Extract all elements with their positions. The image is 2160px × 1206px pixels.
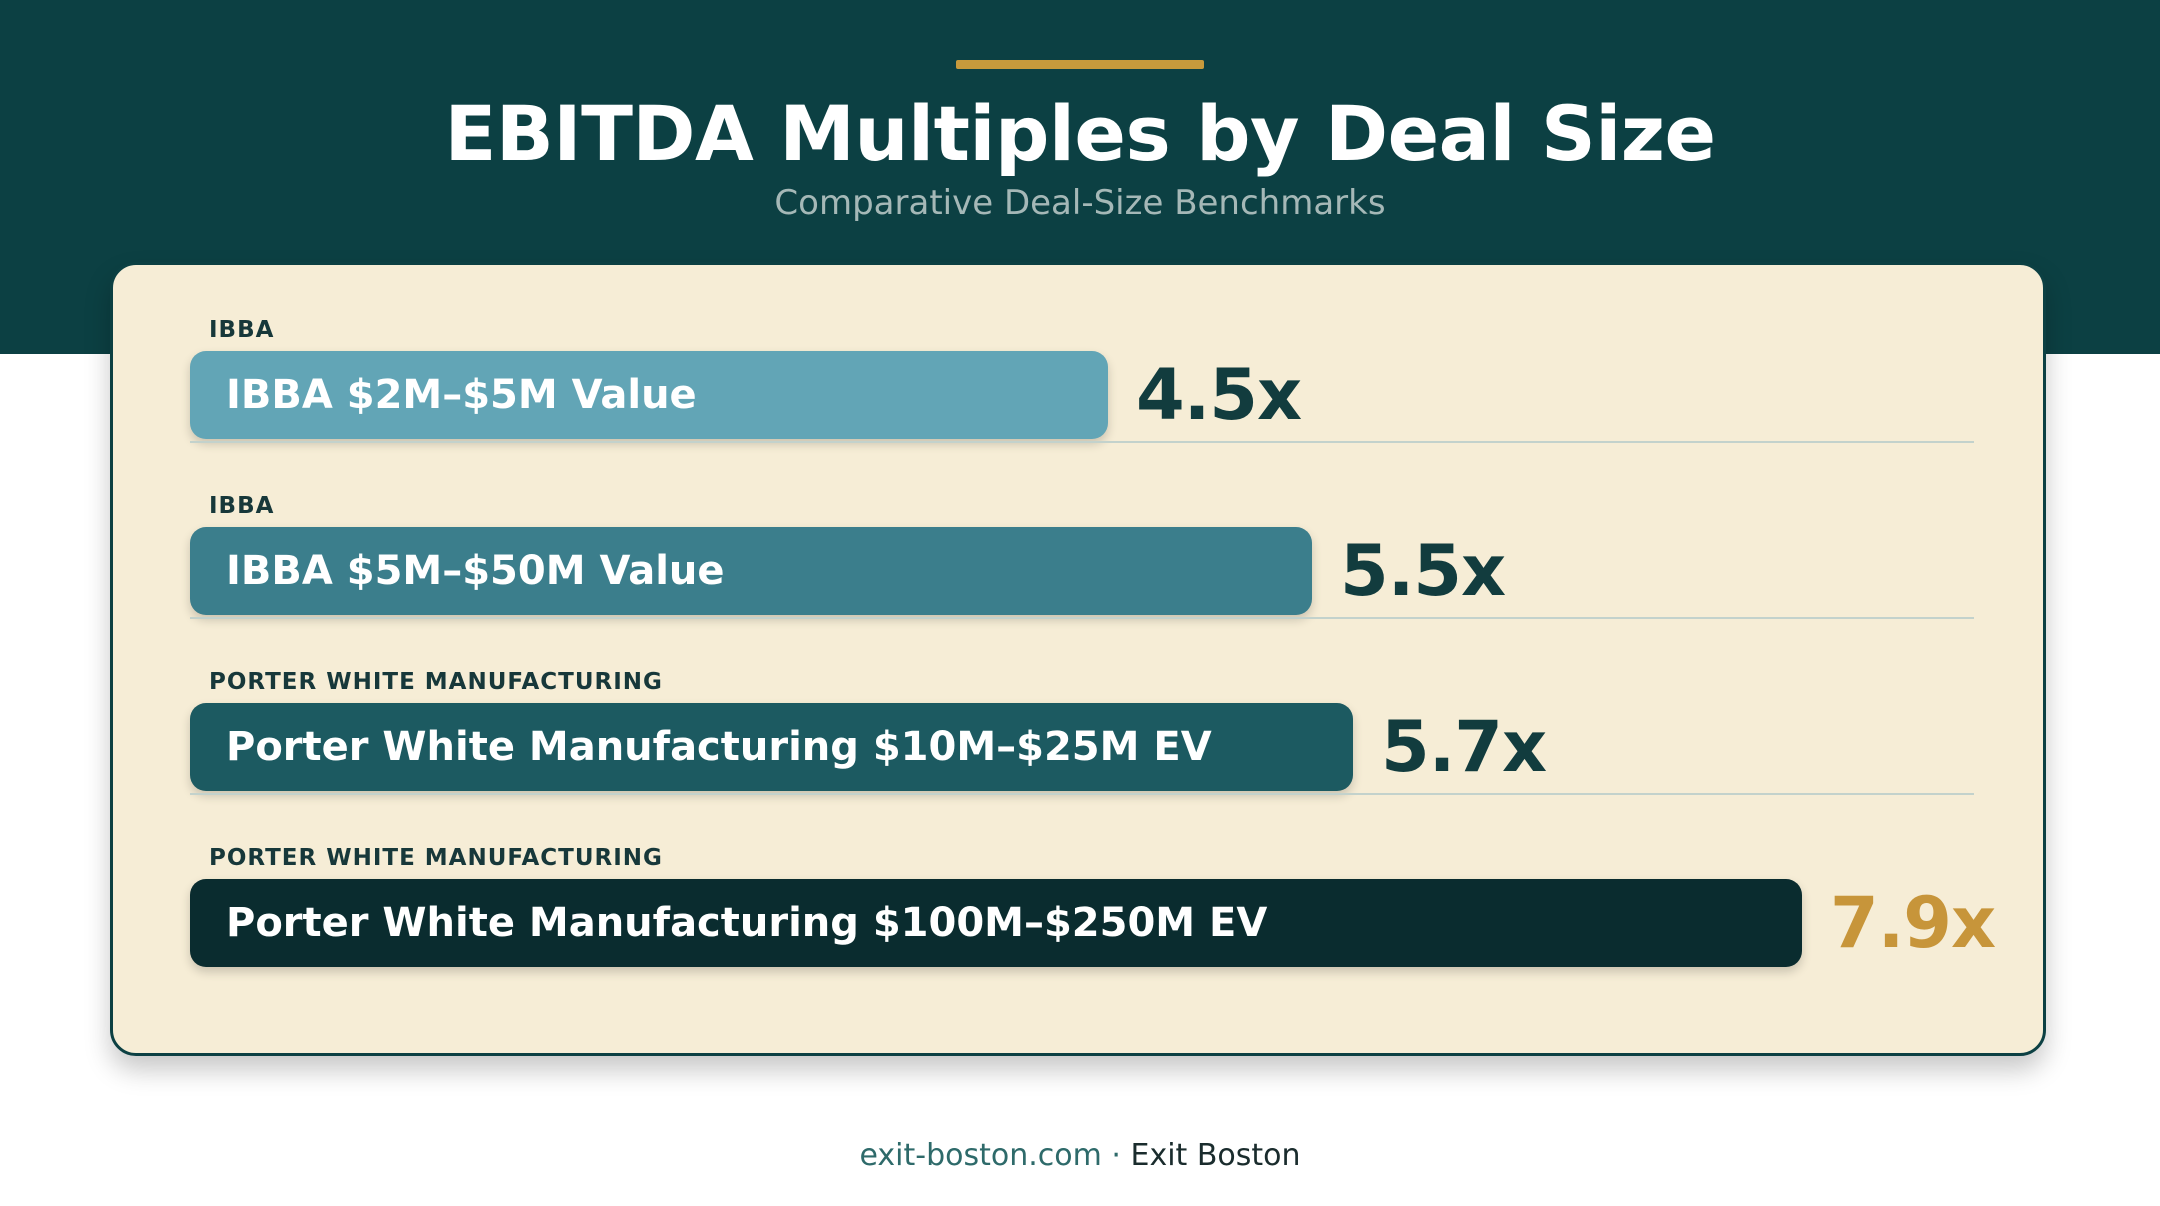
row-divider: [190, 617, 1974, 619]
footer-separator: ·: [1111, 1138, 1121, 1173]
bar: IBBA $2M–$5M Value: [190, 351, 1108, 439]
bar-label: Porter White Manufacturing $10M–$25M EV: [226, 724, 1212, 770]
bar-row: PORTER WHITE MANUFACTURING Porter White M…: [113, 617, 2043, 793]
row-divider: [190, 441, 1974, 443]
footer-brand: Exit Boston: [1130, 1138, 1301, 1173]
chart-title: EBITDA Multiples by Deal Size: [444, 89, 1716, 178]
bar-label: IBBA $5M–$50M Value: [226, 548, 725, 594]
bar-group-label: IBBA: [209, 317, 275, 343]
bar-group-label: PORTER WHITE MANUFACTURING: [209, 845, 663, 871]
bar: IBBA $5M–$50M Value: [190, 527, 1312, 615]
accent-rule: [956, 60, 1204, 69]
footer: exit-boston.com · Exit Boston: [0, 1134, 2160, 1178]
bar-value-label: 5.5x: [1340, 530, 1506, 612]
bar-row: PORTER WHITE MANUFACTURING Porter White M…: [113, 793, 2043, 969]
row-divider: [190, 793, 1974, 795]
footer-domain-link[interactable]: exit-boston.com: [859, 1138, 1102, 1173]
bar-row: IBBA IBBA $5M–$50M Value 5.5x: [113, 441, 2043, 617]
bar: Porter White Manufacturing $100M–$250M E…: [190, 879, 1802, 967]
bar-value-label: 5.7x: [1381, 706, 1547, 788]
bar-row: IBBA IBBA $2M–$5M Value 4.5x: [113, 265, 2043, 441]
bar-value-label: 7.9x: [1830, 882, 1996, 964]
bar-group-label: PORTER WHITE MANUFACTURING: [209, 669, 663, 695]
bar: Porter White Manufacturing $10M–$25M EV: [190, 703, 1353, 791]
bar-label: Porter White Manufacturing $100M–$250M E…: [226, 900, 1268, 946]
chart-subtitle: Comparative Deal-Size Benchmarks: [774, 183, 1386, 223]
bar-group-label: IBBA: [209, 493, 275, 519]
chart-card: IBBA IBBA $2M–$5M Value 4.5x IBBA IBBA $5M–$…: [110, 262, 2046, 1056]
bar-value-label: 4.5x: [1136, 354, 1302, 436]
bar-label: IBBA $2M–$5M Value: [226, 372, 697, 418]
